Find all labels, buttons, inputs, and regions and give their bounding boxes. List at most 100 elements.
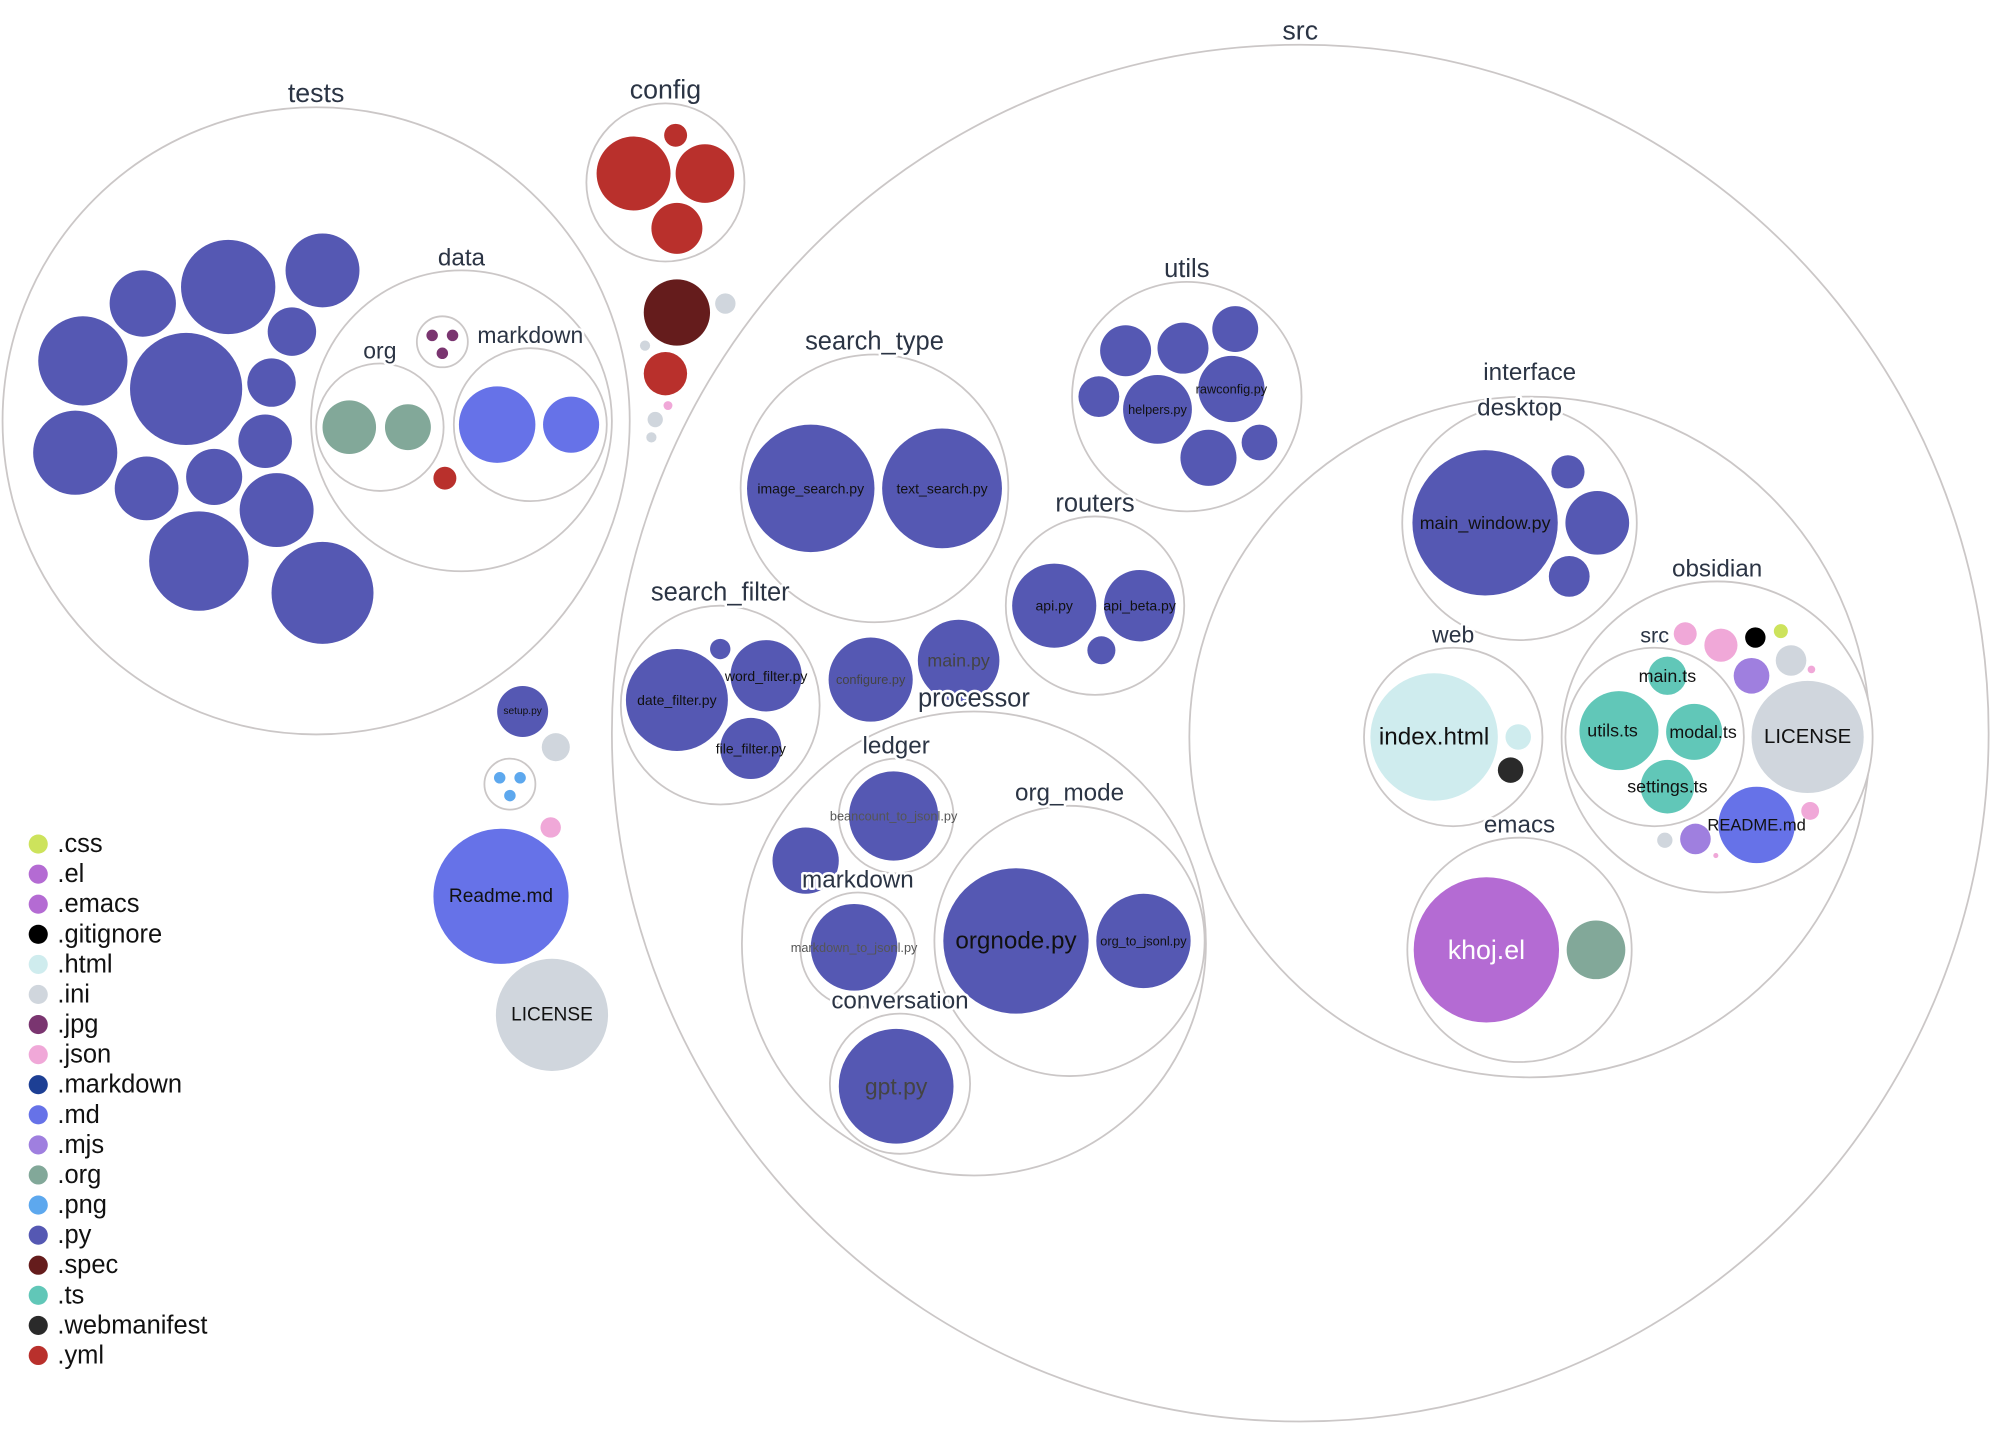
file-yml[interactable] xyxy=(433,466,457,490)
file-org[interactable] xyxy=(384,404,431,451)
file-ini[interactable] xyxy=(541,733,570,762)
file-py[interactable] xyxy=(38,316,128,406)
file-py[interactable] xyxy=(181,239,276,335)
file-markdown_to_jsonl.py[interactable] xyxy=(810,903,898,991)
file-ini[interactable] xyxy=(639,340,651,351)
file-index.html[interactable] xyxy=(1370,673,1498,801)
folder-org[interactable] xyxy=(315,362,445,492)
file-png[interactable] xyxy=(504,789,516,802)
file-jpg[interactable] xyxy=(436,347,449,360)
file-helpers.py[interactable] xyxy=(1123,374,1192,444)
file-rawconfig.py[interactable] xyxy=(1198,355,1265,423)
file-png[interactable] xyxy=(514,772,526,784)
file-png[interactable] xyxy=(1652,630,1665,643)
file-py[interactable] xyxy=(772,827,839,894)
file-settings.ts[interactable] xyxy=(1640,759,1695,814)
file-gitignore[interactable] xyxy=(1745,627,1766,648)
file-py[interactable] xyxy=(1078,376,1120,418)
file-README.md[interactable] xyxy=(1718,786,1795,864)
file-json[interactable] xyxy=(1807,665,1816,674)
file-json[interactable] xyxy=(1673,622,1697,646)
file-org[interactable] xyxy=(322,400,377,454)
file-css[interactable] xyxy=(1773,624,1788,639)
file-spec[interactable] xyxy=(643,279,711,346)
file-py[interactable] xyxy=(1100,325,1152,377)
file-main.ts[interactable] xyxy=(1648,656,1687,695)
file-py[interactable] xyxy=(149,511,249,611)
file-Readme.md[interactable] xyxy=(433,828,569,964)
file-jpg[interactable] xyxy=(426,329,438,342)
file-py[interactable] xyxy=(1212,306,1259,352)
file-md[interactable] xyxy=(458,386,536,463)
file-json[interactable] xyxy=(1801,801,1820,820)
file-word_filter.py[interactable] xyxy=(730,640,802,712)
file-yml[interactable] xyxy=(651,202,703,254)
file-py[interactable] xyxy=(109,270,176,337)
file-py[interactable] xyxy=(285,233,360,308)
file-orgnode.py[interactable] xyxy=(943,868,1089,1014)
folder-label: routers xyxy=(1055,489,1134,517)
file-json[interactable] xyxy=(1704,628,1738,662)
file-setup.py[interactable] xyxy=(497,685,549,737)
file-jpg[interactable] xyxy=(446,329,459,342)
file-LICENSE[interactable] xyxy=(495,958,609,1071)
file-py[interactable] xyxy=(1180,429,1237,486)
file-yml[interactable] xyxy=(664,123,688,147)
file-py[interactable] xyxy=(1551,455,1585,489)
file-py[interactable] xyxy=(710,638,731,660)
file-yml[interactable] xyxy=(596,136,671,211)
file-org_to_jsonl.py[interactable] xyxy=(1096,893,1191,989)
file-py[interactable] xyxy=(239,473,314,548)
file-ini[interactable] xyxy=(1775,645,1807,676)
file-py[interactable] xyxy=(238,414,292,468)
file-configure.py[interactable] xyxy=(828,637,913,722)
file-py[interactable] xyxy=(247,358,296,407)
file-json[interactable] xyxy=(540,817,561,838)
file-modal.ts[interactable] xyxy=(1666,703,1723,760)
file-date_filter.py[interactable] xyxy=(625,649,728,751)
file-py[interactable] xyxy=(186,448,243,505)
file-ini[interactable] xyxy=(1657,832,1673,848)
file-main.py[interactable] xyxy=(917,619,1000,702)
file-py[interactable] xyxy=(1087,636,1116,665)
file-utils.ts[interactable] xyxy=(1579,691,1659,771)
file-org[interactable] xyxy=(1566,920,1626,980)
file-mjs[interactable] xyxy=(1733,657,1770,694)
file-json[interactable] xyxy=(1713,852,1719,859)
file-ini[interactable] xyxy=(647,411,663,428)
file-yml[interactable] xyxy=(643,351,688,396)
file-main_window.py[interactable] xyxy=(1412,450,1558,596)
file-gpt.py[interactable] xyxy=(838,1028,954,1144)
file-webmanifest[interactable] xyxy=(1497,757,1524,783)
file-file_filter.py[interactable] xyxy=(720,717,782,780)
file-py[interactable] xyxy=(271,541,374,644)
file-py[interactable] xyxy=(1157,322,1209,374)
file-png[interactable] xyxy=(493,772,506,784)
file-json[interactable] xyxy=(663,401,673,410)
file-py[interactable] xyxy=(114,456,179,521)
file-LICENSE[interactable] xyxy=(1751,680,1864,794)
file-py[interactable] xyxy=(33,410,118,495)
file-py[interactable] xyxy=(267,307,317,356)
folder-unnamed[interactable] xyxy=(415,315,469,369)
file-py[interactable] xyxy=(1565,490,1630,555)
file-html[interactable] xyxy=(1505,724,1531,750)
file-khoj.el[interactable] xyxy=(1413,877,1560,1023)
file-py[interactable] xyxy=(130,332,243,446)
file-py[interactable] xyxy=(1548,555,1590,597)
file-text_search.py[interactable] xyxy=(882,428,1002,549)
file-py[interactable] xyxy=(1241,424,1278,461)
file-ini[interactable] xyxy=(715,293,736,314)
file-mjs[interactable] xyxy=(1680,823,1711,855)
file-md[interactable] xyxy=(543,396,600,453)
folder-label: org_mode xyxy=(1015,780,1124,807)
legend-label: .el xyxy=(57,860,84,888)
file-image_search.py[interactable] xyxy=(747,424,875,553)
folder-unnamed[interactable] xyxy=(483,757,537,811)
file-api_beta.py[interactable] xyxy=(1103,569,1176,642)
file-yml[interactable] xyxy=(675,144,735,203)
legend-swatch xyxy=(28,954,48,974)
file-ini[interactable] xyxy=(646,432,657,443)
file-beancount_to_jsonl.py[interactable] xyxy=(848,771,939,861)
file-api.py[interactable] xyxy=(1012,563,1097,648)
